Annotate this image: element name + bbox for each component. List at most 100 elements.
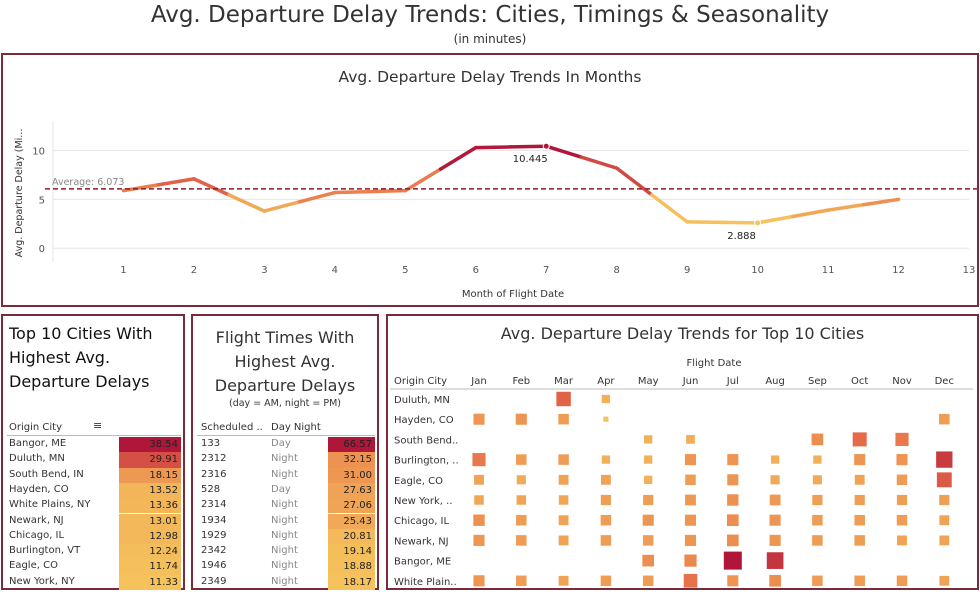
origin-city-header: Origin City (394, 376, 447, 387)
delay-value-cell[interactable]: 27.06 (328, 498, 375, 514)
scheduled-header[interactable]: Scheduled .. (201, 422, 263, 433)
delay-value-cell[interactable]: 12.98 (119, 528, 181, 545)
day-night-header[interactable]: Day Night (271, 422, 321, 433)
day-night-value[interactable]: Night (271, 453, 298, 465)
y-tick-label: 5 (39, 195, 45, 206)
delay-value-cell[interactable]: 31.00 (328, 467, 375, 483)
scheduled-time[interactable]: 2312 (201, 453, 227, 465)
heatmap-mark (516, 454, 527, 465)
scheduled-time[interactable]: 528 (201, 483, 221, 495)
delay-value-cell[interactable]: 25.43 (328, 513, 375, 529)
line-segment (297, 190, 337, 204)
day-night-value[interactable]: Night (271, 499, 298, 511)
city-month-heatmap[interactable]: Flight Date Origin City Jan Feb Mar Apr May Jun… (388, 316, 977, 588)
day-night-value[interactable]: Night (271, 545, 298, 557)
delay-value-cell[interactable]: 29.91 (119, 452, 181, 468)
heatmap-city-label: Eagle, CO (394, 476, 443, 487)
heatmap-mark (896, 474, 908, 486)
heatmap-mark (558, 474, 569, 485)
heatmap-mark (684, 554, 697, 567)
heatmap-mark (644, 475, 653, 484)
data-label: 10.445 (513, 154, 548, 165)
heatmap-mark (516, 495, 527, 505)
delay-value-cell[interactable]: 18.88 (328, 559, 375, 575)
heatmap-mark (601, 394, 611, 404)
day-night-value[interactable]: Night (271, 468, 298, 480)
day-night-value[interactable]: Night (271, 529, 298, 541)
heatmap-mark (854, 494, 865, 506)
heatmap-mark (516, 575, 527, 587)
scheduled-time[interactable]: 133 (201, 438, 221, 449)
city-name[interactable]: White Plains, NY (9, 499, 91, 511)
heatmap-mark (936, 451, 953, 468)
delay-value-cell[interactable]: 19.14 (328, 544, 375, 560)
delay-value-cell[interactable]: 32.15 (328, 452, 375, 468)
delay-value-cell[interactable]: 13.01 (119, 513, 181, 529)
scheduled-time[interactable]: 2314 (201, 499, 227, 511)
day-night-value[interactable]: Night (271, 514, 298, 526)
data-point (754, 219, 762, 227)
top-cities-title: Top 10 Cities With Highest Avg. Departur… (9, 324, 153, 391)
delay-value-cell[interactable]: 13.52 (119, 482, 181, 499)
line-segment (579, 155, 619, 170)
monthly-delay-line-chart-panel: Avg. Departure Delay Trends In Months 0 5 1… (1, 53, 979, 307)
heatmap-city-label: Hayden, CO (394, 415, 454, 426)
delay-value-cell[interactable]: 18.15 (119, 467, 181, 483)
delay-value-cell[interactable]: 18.17 (328, 574, 375, 590)
line-segment (227, 193, 267, 213)
delay-value-cell[interactable]: 66.57 (328, 437, 375, 453)
delay-value-cell[interactable]: 13.36 (119, 498, 181, 514)
city-name[interactable]: Hayden, CO (9, 483, 69, 495)
city-name[interactable]: South Bend, IN (9, 468, 84, 480)
delay-value-cell[interactable]: 27.63 (328, 482, 375, 499)
x-tick-label: 13 (963, 265, 976, 276)
x-tick-label: 3 (261, 265, 267, 276)
line-segment (509, 144, 548, 149)
heatmap-mark (727, 454, 739, 466)
city-month-heatmap-panel: Avg. Departure Delay Trends for Top 10 C… (386, 314, 979, 590)
day-night-value[interactable]: Night (271, 560, 298, 572)
monthly-delay-line-chart[interactable]: Avg. Departure Delay Trends In Months 0 5 1… (3, 55, 977, 305)
heatmap-mark (726, 534, 739, 547)
city-name[interactable]: Bangor, ME (9, 438, 67, 449)
origin-city-header[interactable]: Origin City (9, 422, 63, 433)
line-segment (614, 166, 654, 197)
delay-value-cell[interactable]: 11.33 (119, 574, 181, 590)
heatmap-mark (770, 455, 780, 464)
heatmap-mark (473, 514, 485, 526)
scheduled-time[interactable]: 2342 (201, 545, 227, 557)
day-night-value[interactable]: Day (271, 438, 291, 449)
heatmap-mark (854, 454, 866, 466)
heatmap-mark (723, 551, 742, 570)
heatmap-mark (472, 453, 486, 467)
heatmap-mark (683, 573, 698, 588)
city-name[interactable]: Burlington, VT (9, 545, 81, 557)
heatmap-mark (766, 552, 784, 569)
scheduled-time[interactable]: 1929 (201, 529, 227, 541)
delay-value-cell[interactable]: 20.81 (328, 528, 375, 545)
city-name[interactable]: New York, NY (9, 575, 75, 587)
scheduled-time[interactable]: 2349 (201, 575, 227, 587)
dashboard-subtitle: (in minutes) (453, 32, 527, 46)
heatmap-city-label: Chicago, IL (394, 516, 449, 527)
data-label: 2.888 (727, 231, 756, 242)
day-night-value[interactable]: Day (271, 483, 291, 495)
heatmap-mark (854, 575, 865, 587)
day-night-value[interactable]: Night (271, 575, 298, 587)
scheduled-time[interactable]: 1946 (201, 560, 227, 572)
city-name[interactable]: Chicago, IL (9, 529, 65, 541)
city-name[interactable]: Newark, NJ (9, 514, 64, 526)
scheduled-time[interactable]: 2316 (201, 468, 227, 480)
sort-icon[interactable]: ≡ (93, 419, 103, 432)
month-label: Feb (512, 376, 530, 387)
city-name[interactable]: Eagle, CO (9, 560, 58, 572)
city-name[interactable]: Duluth, MN (9, 453, 65, 465)
line-segment (156, 177, 196, 187)
heatmap-mark (642, 554, 655, 567)
delay-value-cell[interactable]: 38.54 (119, 437, 181, 453)
delay-value-cell[interactable]: 12.24 (119, 544, 181, 560)
heatmap-mark (558, 495, 569, 505)
heatmap-mark (939, 575, 950, 586)
delay-value-cell[interactable]: 11.74 (119, 559, 181, 575)
scheduled-time[interactable]: 1934 (201, 514, 227, 526)
